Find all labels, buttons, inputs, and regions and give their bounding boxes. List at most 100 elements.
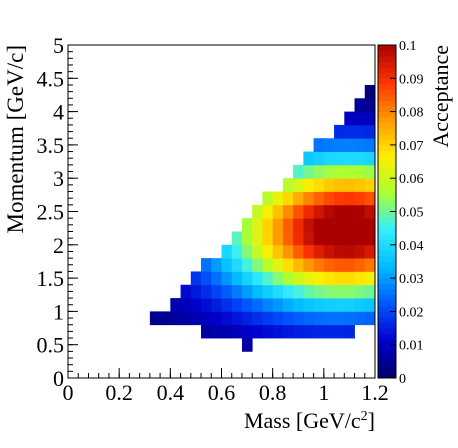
heatmap-cell — [354, 218, 366, 232]
heatmap-cell — [334, 151, 345, 166]
x-tick-label: 0.4 — [157, 380, 185, 405]
heatmap-cell — [190, 284, 202, 299]
heatmap-cell — [303, 191, 314, 206]
heatmap-cell — [282, 271, 294, 286]
heatmap-cell — [334, 178, 345, 192]
heatmap-cell — [262, 244, 274, 259]
heatmap-cell — [272, 324, 284, 339]
colorbar-cell — [378, 289, 396, 296]
heatmap-cell — [272, 271, 284, 286]
heatmap-cell — [313, 244, 325, 259]
heatmap-cell — [364, 218, 376, 232]
heatmap-cell — [241, 218, 253, 232]
colorbar-cell — [378, 311, 396, 318]
heatmap-cell — [364, 311, 376, 326]
heatmap-cell — [303, 324, 314, 339]
colorbar-cell — [378, 361, 396, 368]
heatmap-cell — [272, 258, 284, 272]
heatmap-cell — [231, 298, 243, 312]
heatmap-cell — [293, 298, 304, 312]
heatmap-cell — [282, 284, 294, 299]
heatmap-cell — [364, 284, 376, 299]
heatmap-cell — [241, 271, 253, 286]
heatmap-cell — [272, 298, 284, 312]
colorbar-tick-label: 0.06 — [399, 172, 424, 187]
heatmap-cell — [241, 284, 253, 299]
heatmap-cell — [354, 204, 366, 219]
heatmap-cell — [344, 258, 355, 272]
colorbar-cell — [378, 144, 396, 151]
heatmap-cell — [282, 311, 294, 326]
heatmap-cell — [170, 311, 181, 326]
heatmap-cell — [344, 151, 355, 166]
heatmap-cell — [211, 284, 222, 299]
heatmap-cell — [241, 231, 253, 246]
colorbar-cell — [378, 278, 396, 285]
heatmap-cell — [313, 311, 325, 326]
heatmap-cell — [272, 311, 284, 326]
heatmap-cell — [334, 244, 345, 259]
heatmap-cell — [201, 324, 212, 339]
y-axis-label: Momentum [GeV/c] — [3, 45, 28, 233]
heatmap-cells — [149, 84, 376, 352]
colorbar-cell — [378, 72, 396, 79]
heatmap-cell — [354, 298, 366, 312]
heatmap-cell — [354, 271, 366, 286]
heatmap-cell — [282, 298, 294, 312]
heatmap-cell — [334, 191, 345, 206]
colorbar-cell — [378, 156, 396, 162]
heatmap-cell — [231, 231, 243, 246]
colorbar-cell — [378, 161, 396, 168]
heatmap-cell — [282, 178, 294, 192]
colorbar-cell — [378, 267, 396, 273]
heatmap-cell — [262, 324, 274, 339]
heatmap-cell — [241, 244, 253, 259]
heatmap-cell — [303, 218, 314, 232]
heatmap-cell — [334, 271, 345, 286]
heatmap-cell — [282, 191, 294, 206]
heatmap-cell — [272, 244, 284, 259]
heatmap-cell — [344, 204, 355, 219]
heatmap-cell — [313, 218, 325, 232]
colorbar-tick-label: 0.05 — [399, 206, 424, 221]
colorbar-cell — [378, 350, 396, 357]
colorbar-tick-label: 0.04 — [399, 239, 424, 254]
colorbar-cell — [378, 111, 396, 118]
heatmap-cell — [334, 218, 345, 232]
heatmap-cell — [313, 178, 325, 192]
y-tick-label: 1 — [53, 299, 64, 324]
heatmap-cell — [262, 204, 274, 219]
colorbar-cell — [378, 255, 396, 262]
heatmap-cell — [313, 138, 325, 152]
colorbar-cell — [378, 133, 396, 140]
heatmap-cell — [323, 178, 335, 192]
heatmap-cell — [293, 191, 304, 206]
heatmap-cell — [241, 258, 253, 272]
heatmap-cell — [231, 284, 243, 299]
axes: 0 0.2 0.4 0.6 0.8 1 1.2 0 0.5 1 1.5 2 2.5 3 3.5 4 4.5 5 — [37, 33, 389, 405]
heatmap-cell — [303, 204, 314, 219]
heatmap-cell — [334, 231, 345, 246]
y-tick-label: 3.5 — [37, 133, 65, 158]
colorbar-cell — [378, 339, 396, 346]
heatmap-cell — [344, 218, 355, 232]
x-axis-label: Mass [GeV/c2] — [244, 408, 375, 433]
colorbar-cell — [378, 322, 396, 329]
heatmap-cell — [293, 178, 304, 192]
heatmap-cell — [262, 284, 274, 299]
heatmap-cell — [323, 324, 335, 339]
heatmap-cell — [262, 298, 274, 312]
heatmap-cell — [313, 164, 325, 179]
heatmap-cell — [364, 84, 376, 99]
heatmap-cell — [272, 284, 284, 299]
heatmap-cell — [354, 311, 366, 326]
heatmap-cell — [221, 244, 233, 259]
colorbar-cell — [378, 94, 396, 101]
heatmap-cell — [211, 258, 222, 272]
heatmap-cell — [241, 324, 253, 339]
y-tick-label: 0.5 — [37, 333, 65, 358]
heatmap-cell — [231, 311, 243, 326]
heatmap-cell — [303, 258, 314, 272]
heatmap-cell — [262, 271, 274, 286]
colorbar-tick-label: 0.01 — [399, 339, 424, 354]
